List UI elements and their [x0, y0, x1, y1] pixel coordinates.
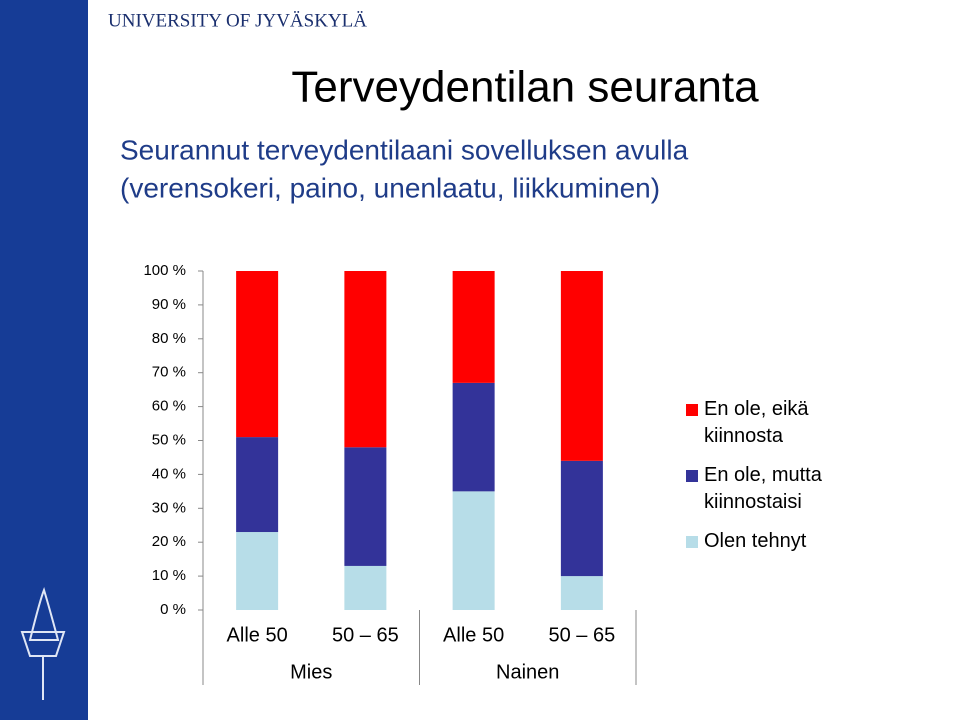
subtitle: Seurannut terveydentilaani sovelluksen a… [120, 134, 689, 165]
bar-segment [344, 565, 387, 610]
y-tick-label: 100 % [143, 262, 186, 279]
header: UNIVERSITY OF JYVÄSKYLÄ [108, 10, 367, 31]
bar-segment [344, 271, 387, 448]
legend-label: En ole, eikä kiinnosta [704, 398, 809, 447]
group-label: Nainen [496, 661, 559, 683]
x-tick-label: Alle 50 [227, 624, 288, 646]
bar-segment [344, 447, 387, 566]
bar-segment [236, 437, 279, 533]
legend-swatch [686, 470, 698, 482]
legend-item: En ole, eikä kiinnosta [686, 396, 846, 450]
bar-segment [560, 576, 603, 610]
chart-title: Terveydentilan seuranta [291, 63, 759, 112]
y-tick-label: 90 % [152, 296, 186, 313]
legend-item: En ole, mutta kiinnostaisi [686, 462, 846, 516]
y-tick-label: 70 % [152, 364, 186, 381]
legend-swatch [686, 536, 698, 548]
bar-segment [452, 271, 495, 383]
y-tick-label: 60 % [152, 398, 186, 415]
x-tick-label: Alle 50 [443, 624, 504, 646]
bar-segment [236, 271, 279, 438]
y-tick-label: 10 % [152, 567, 186, 584]
subtitle: (verensokeri, paino, unenlaatu, liikkumi… [120, 172, 660, 203]
group-label: Mies [290, 661, 332, 683]
legend-item: Olen tehnyt [686, 528, 846, 555]
bar-segment [452, 491, 495, 610]
y-tick-label: 30 % [152, 499, 186, 516]
legend-label: En ole, mutta kiinnostaisi [704, 464, 822, 513]
legend-label: Olen tehnyt [704, 530, 807, 552]
y-tick-label: 80 % [152, 330, 186, 347]
bar-segment [452, 382, 495, 492]
y-tick-label: 20 % [152, 533, 186, 550]
legend: En ole, eikä kiinnosta En ole, mutta kiin… [686, 396, 846, 567]
logo [20, 586, 66, 700]
side-band [0, 0, 88, 720]
y-tick-label: 50 % [152, 431, 186, 448]
y-tick-label: 40 % [152, 465, 186, 482]
background [88, 0, 960, 720]
y-tick-label: 0 % [160, 601, 186, 618]
bar-segment [560, 460, 603, 577]
bar-segment [236, 532, 279, 610]
legend-swatch [686, 404, 698, 416]
x-tick-label: 50 – 65 [332, 624, 399, 646]
bar-segment [560, 271, 603, 461]
x-tick-label: 50 – 65 [549, 624, 616, 646]
